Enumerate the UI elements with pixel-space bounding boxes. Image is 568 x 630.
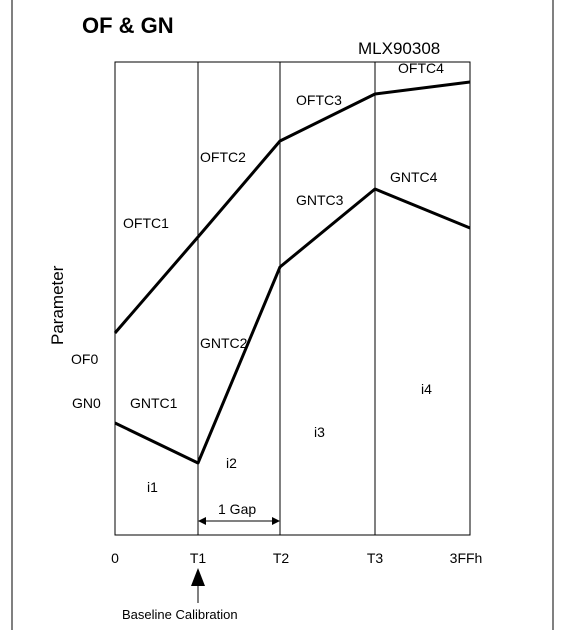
gntc3-label: GNTC3 bbox=[296, 192, 344, 208]
gn-curve bbox=[114, 187, 471, 465]
plot-frame bbox=[114, 61, 471, 536]
x-tick-t1: T1 bbox=[190, 550, 207, 566]
baseline-calibration-label: Baseline Calibration bbox=[122, 607, 238, 622]
gn0-label: GN0 bbox=[72, 395, 101, 411]
diagram-title: OF & GN bbox=[82, 13, 174, 38]
interval-i4: i4 bbox=[421, 381, 432, 397]
oftc1-label: OFTC1 bbox=[123, 215, 169, 231]
interval-i2: i2 bbox=[226, 455, 237, 471]
x-tick-t2: T2 bbox=[273, 550, 290, 566]
gntc1-label: GNTC1 bbox=[130, 395, 178, 411]
oftc3-label: OFTC3 bbox=[296, 92, 342, 108]
gap-arrow-right-head bbox=[272, 517, 280, 525]
y-axis-label: Parameter bbox=[48, 265, 67, 345]
interval-i1: i1 bbox=[147, 479, 158, 495]
of-curve bbox=[113, 80, 471, 334]
gap-label: 1 Gap bbox=[218, 501, 256, 517]
chip-label: MLX90308 bbox=[358, 39, 440, 58]
interval-i3: i3 bbox=[314, 424, 325, 440]
baseline-arrow-head bbox=[191, 568, 205, 586]
oftc4-label: OFTC4 bbox=[398, 60, 444, 76]
gntc4-label: GNTC4 bbox=[390, 169, 438, 185]
gap-arrow-left-head bbox=[198, 517, 206, 525]
gntc2-label: GNTC2 bbox=[200, 335, 248, 351]
x-tick-0: 0 bbox=[111, 550, 119, 566]
x-tick-t3: T3 bbox=[367, 550, 384, 566]
x-tick-3ffh: 3FFh bbox=[450, 550, 483, 566]
of0-label: OF0 bbox=[71, 351, 98, 367]
oftc2-label: OFTC2 bbox=[200, 149, 246, 165]
